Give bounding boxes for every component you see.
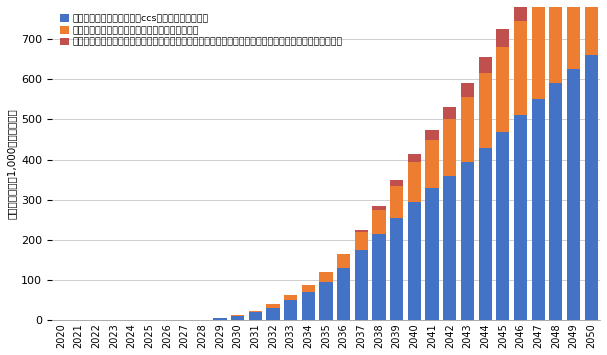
Bar [284,300,297,321]
Bar [373,210,385,234]
Bar [337,254,350,268]
Bar [408,154,421,162]
Bar [567,0,580,69]
Bar [567,69,580,321]
Bar [514,1,527,21]
Bar [549,0,563,83]
Bar [461,83,474,97]
Bar [408,162,421,202]
Bar [496,131,509,321]
Bar [478,148,492,321]
Bar [514,115,527,321]
Bar [354,250,368,321]
Bar [461,162,474,321]
Bar [496,29,509,47]
Bar [443,108,456,120]
Bar [426,140,439,188]
Bar [249,311,262,312]
Bar [426,188,439,321]
Bar [373,234,385,321]
Bar [337,268,350,321]
Bar [390,218,404,321]
Bar [426,130,439,140]
Bar [213,318,226,321]
Bar [319,272,333,282]
Bar [231,316,244,321]
Bar [514,21,527,115]
Bar [266,304,280,307]
Bar [390,180,404,186]
Bar [319,282,333,321]
Bar [461,97,474,162]
Bar [284,295,297,300]
Bar [373,206,385,210]
Bar [249,312,262,321]
Bar [478,73,492,148]
Y-axis label: ペタジュール（1,000兆ジュール）: ペタジュール（1,000兆ジュール） [7,108,17,219]
Bar [231,315,244,316]
Bar [532,0,545,99]
Bar [549,83,563,321]
Bar [478,57,492,73]
Bar [302,292,315,321]
Bar [390,186,404,218]
Bar [496,47,509,131]
Bar [585,0,598,55]
Bar [354,232,368,250]
Bar [585,55,598,321]
Bar [443,176,456,321]
Bar [408,202,421,321]
Bar [532,99,545,321]
Bar [443,120,456,176]
Legend: 天然ガスを水で接触分解、ccs処理（ブルー水素）, 再生可能エネルギーで電気分解（グリーン水素）, 送電線からの電気で電気分解（グリーン水素、送電線網が再生可能: 天然ガスを水で接触分解、ccs処理（ブルー水素）, 再生可能エネルギーで電気分解… [56,12,346,50]
Bar [354,230,368,232]
Bar [266,307,280,321]
Bar [302,285,315,292]
